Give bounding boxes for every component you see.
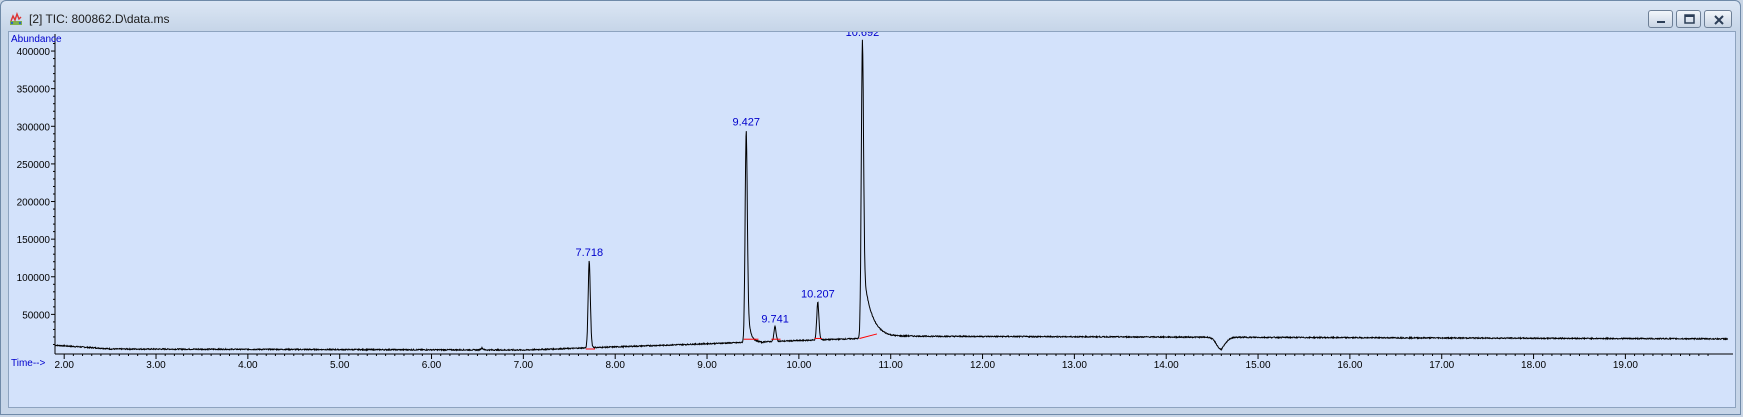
x-tick-label: 9.00	[697, 360, 717, 371]
y-tick-label: 150000	[17, 235, 51, 246]
x-tick-label: 11.00	[879, 360, 904, 371]
minimize-icon	[1649, 11, 1674, 29]
close-icon	[1705, 11, 1733, 29]
tic-trace	[55, 40, 1728, 351]
x-tick-label: 17.00	[1429, 360, 1454, 371]
x-tick-label: 6.00	[422, 360, 442, 371]
window-title: [2] TIC: 800862.D\data.ms	[29, 12, 170, 26]
peak-label: 10.207	[801, 289, 835, 301]
x-tick-label: 12.00	[970, 360, 995, 371]
x-tick-label: 16.00	[1337, 360, 1362, 371]
x-tick-label: 15.00	[1246, 360, 1271, 371]
x-tick-label: 8.00	[605, 360, 625, 371]
window-titlebar[interactable]: [2] TIC: 800862.D\data.ms	[1, 1, 1740, 31]
peak-label: 10.692	[846, 32, 880, 39]
x-tick-label: 5.00	[330, 360, 350, 371]
x-axis-title: Time-->	[11, 358, 46, 369]
y-tick-label: 200000	[17, 198, 51, 209]
x-tick-label: 19.00	[1613, 360, 1638, 371]
minimize-button[interactable]	[1648, 10, 1673, 28]
chromatogram-chart: 50000 100000 150000 200000 250000 300000 35000…	[9, 32, 1735, 407]
maximize-icon	[1677, 11, 1702, 29]
x-tick-label: 10.00	[786, 360, 811, 371]
x-tick-label: 14.00	[1154, 360, 1179, 371]
chromatogram-app-icon	[9, 12, 23, 26]
peak-label: 9.741	[761, 313, 789, 325]
y-tick-label: 300000	[17, 122, 51, 133]
chromatogram-plot[interactable]: 50000 100000 150000 200000 250000 300000 35000…	[8, 31, 1736, 408]
y-tick-label: 100000	[17, 273, 51, 284]
y-tick-label: 350000	[17, 85, 51, 96]
peak-label: 7.718	[576, 247, 604, 259]
x-tick-label: 13.00	[1062, 360, 1087, 371]
y-tick-label: 50000	[22, 310, 50, 321]
peak-baseline	[859, 334, 876, 339]
x-tick-label: 2.00	[54, 360, 74, 371]
y-axis-title: Abundance	[11, 34, 62, 45]
x-tick-label: 3.00	[146, 360, 166, 371]
y-tick-label: 400000	[17, 47, 51, 58]
y-tick-label: 250000	[17, 160, 51, 171]
maximize-button[interactable]	[1676, 10, 1701, 28]
close-button[interactable]	[1704, 10, 1732, 28]
x-tick-label: 7.00	[514, 360, 534, 371]
x-tick-label: 4.00	[238, 360, 258, 371]
peak-label: 9.427	[732, 116, 760, 128]
x-tick-label: 18.00	[1521, 360, 1546, 371]
